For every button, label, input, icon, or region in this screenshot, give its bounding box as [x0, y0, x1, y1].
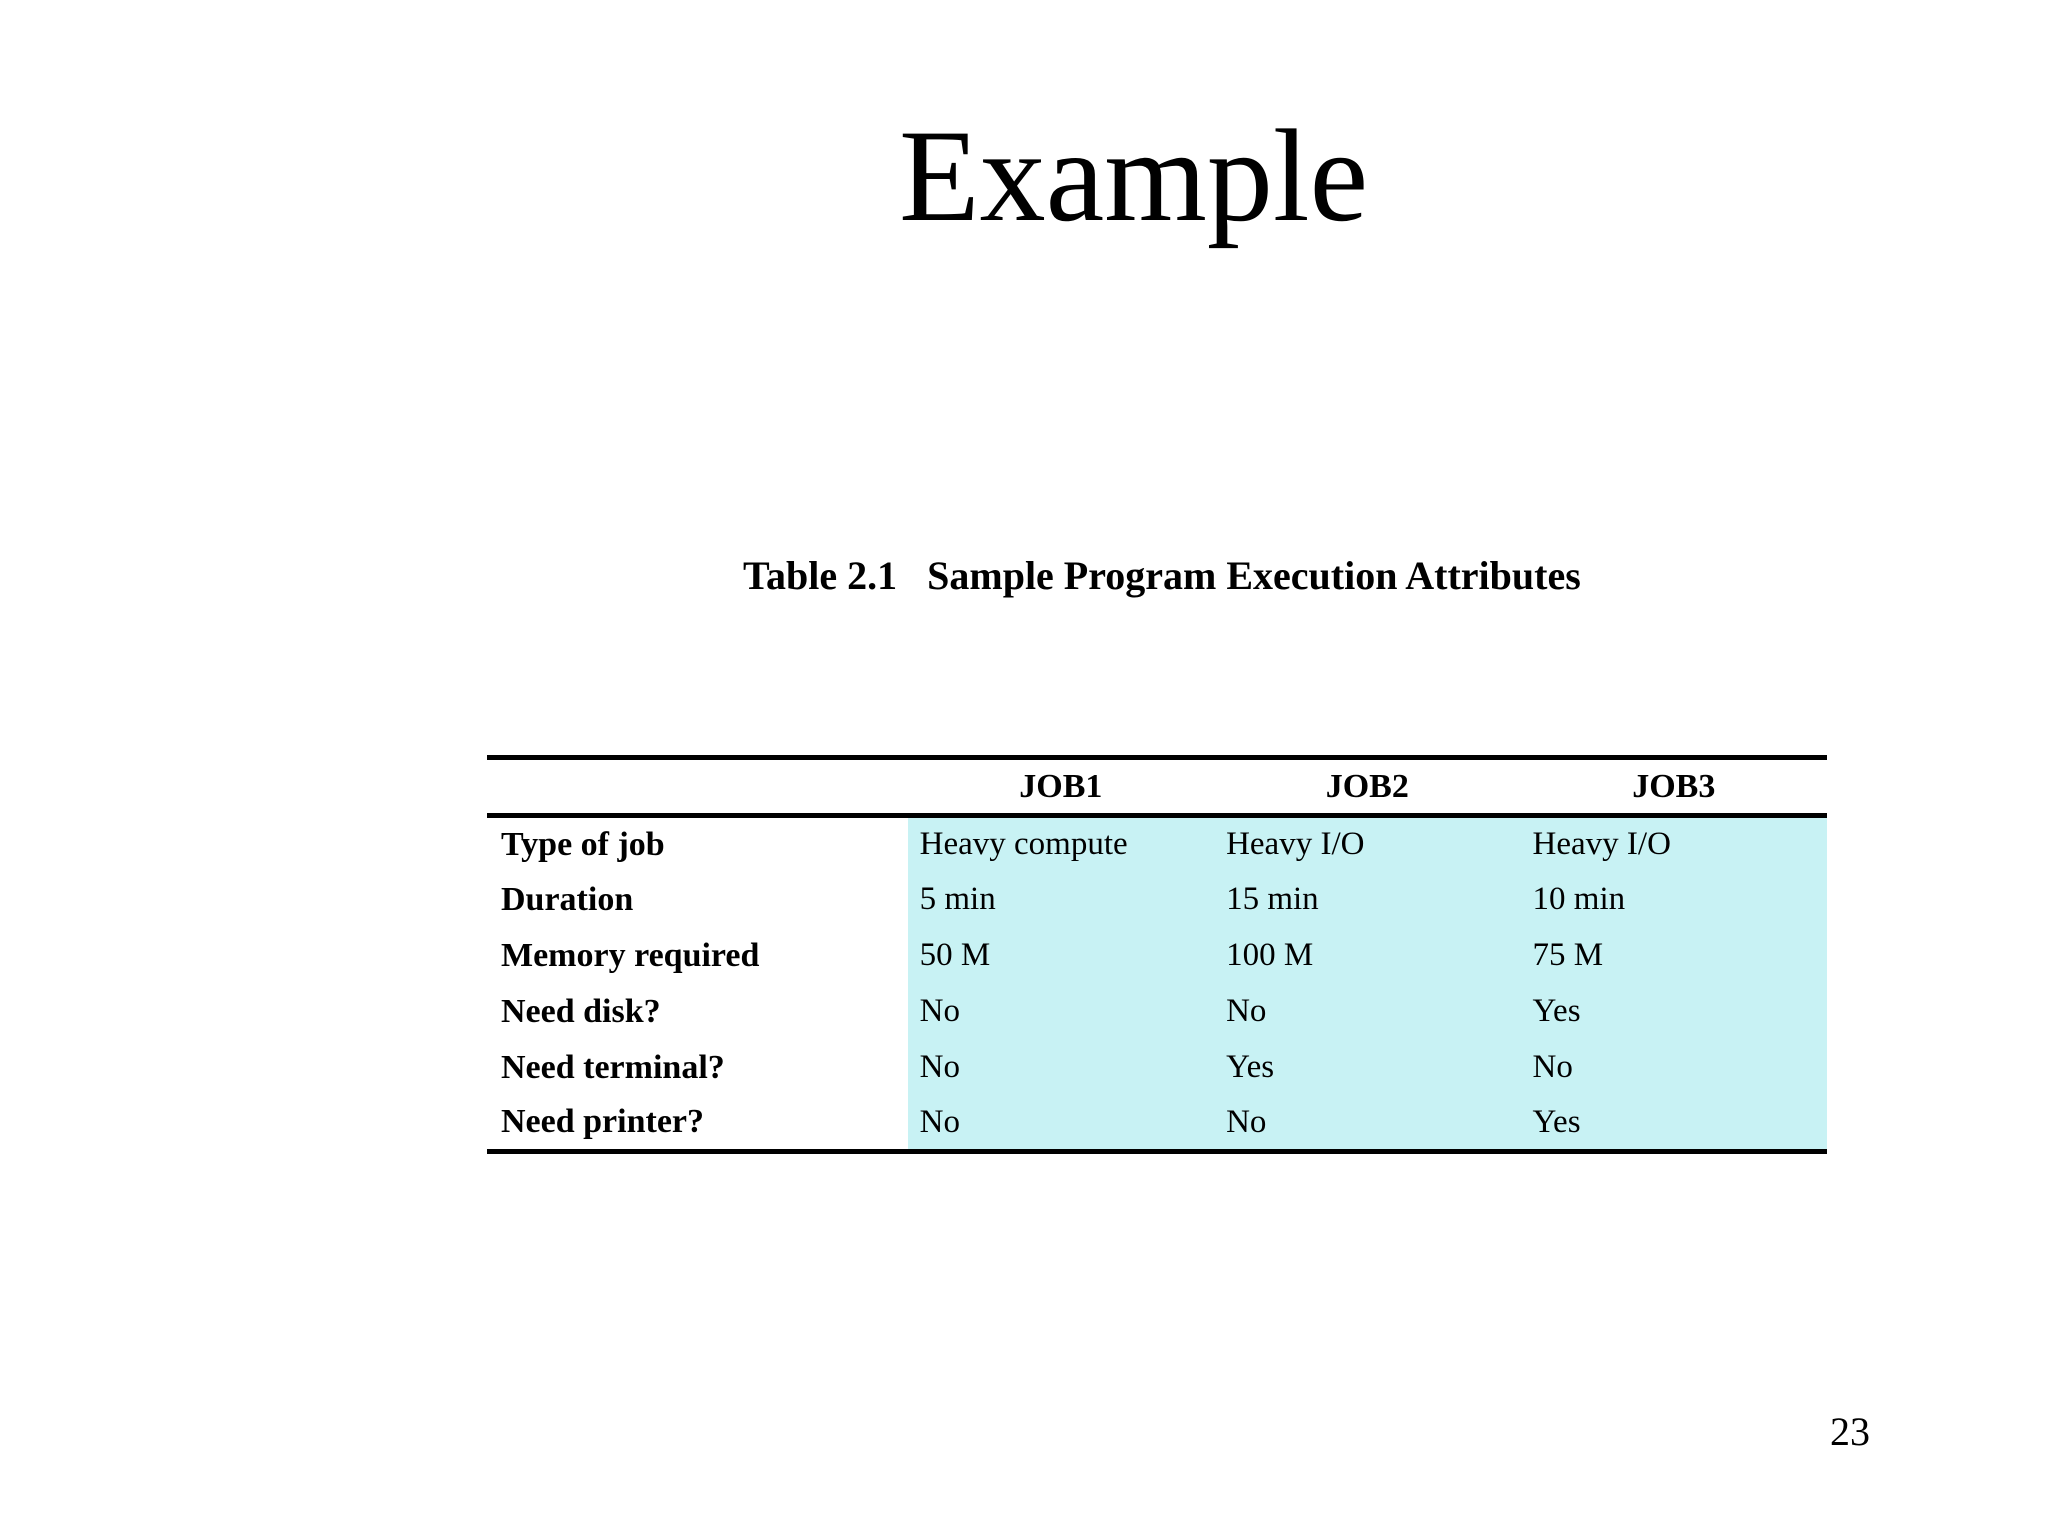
program-attributes-table: JOB1 JOB2 JOB3 Type of job Heavy compute…: [487, 755, 1827, 1154]
table-caption: Table 2.1 Sample Program Execution Attrib…: [743, 552, 1581, 599]
table-cell: Yes: [1520, 1095, 1827, 1152]
table-header-row: JOB1 JOB2 JOB3: [487, 757, 1827, 818]
table-cell: Yes: [1214, 1039, 1521, 1096]
row-label: Need printer?: [487, 1095, 908, 1152]
table-cell: 5 min: [907, 871, 1215, 928]
column-header-job1: JOB1: [907, 757, 1215, 818]
table-cell: 75 M: [1520, 927, 1827, 984]
column-header-job2: JOB2: [1214, 757, 1521, 818]
table-cell: 50 M: [907, 927, 1215, 984]
row-label: Need terminal?: [487, 1039, 908, 1096]
row-label: Need disk?: [487, 983, 908, 1040]
table-row-memory-required: Memory required 50 M 100 M 75 M: [487, 927, 1827, 984]
table-row-need-terminal: Need terminal? No Yes No: [487, 1039, 1827, 1096]
table-cell: No: [1214, 983, 1521, 1040]
table-cell: 15 min: [1214, 871, 1521, 928]
column-header-job3: JOB3: [1520, 757, 1827, 818]
table-cell: Heavy I/O: [1520, 815, 1827, 872]
slide-title: Example: [899, 102, 1369, 249]
table-row-need-printer: Need printer? No No Yes: [487, 1095, 1827, 1152]
table-caption-title: Sample Program Execution Attributes: [927, 553, 1581, 598]
table-cell: Heavy compute: [907, 815, 1215, 872]
row-label: Duration: [487, 871, 908, 928]
page-number: 23: [1830, 1409, 1870, 1454]
table-cell: No: [1214, 1095, 1521, 1152]
table-row-need-disk: Need disk? No No Yes: [487, 983, 1827, 1040]
table-row-type-of-job: Type of job Heavy compute Heavy I/O Heav…: [487, 815, 1827, 872]
table-cell: No: [1520, 1039, 1827, 1096]
table-corner-cell: [487, 757, 908, 818]
table-cell: No: [907, 1095, 1215, 1152]
table-cell: 10 min: [1520, 871, 1827, 928]
row-label: Type of job: [487, 815, 908, 872]
table-cell: No: [907, 983, 1215, 1040]
table-row-duration: Duration 5 min 15 min 10 min: [487, 871, 1827, 928]
table-cell: No: [907, 1039, 1215, 1096]
table-caption-label: Table 2.1: [743, 553, 898, 598]
table-cell: Heavy I/O: [1214, 815, 1521, 872]
row-label: Memory required: [487, 927, 908, 984]
table-cell: Yes: [1520, 983, 1827, 1040]
table-cell: 100 M: [1214, 927, 1521, 984]
